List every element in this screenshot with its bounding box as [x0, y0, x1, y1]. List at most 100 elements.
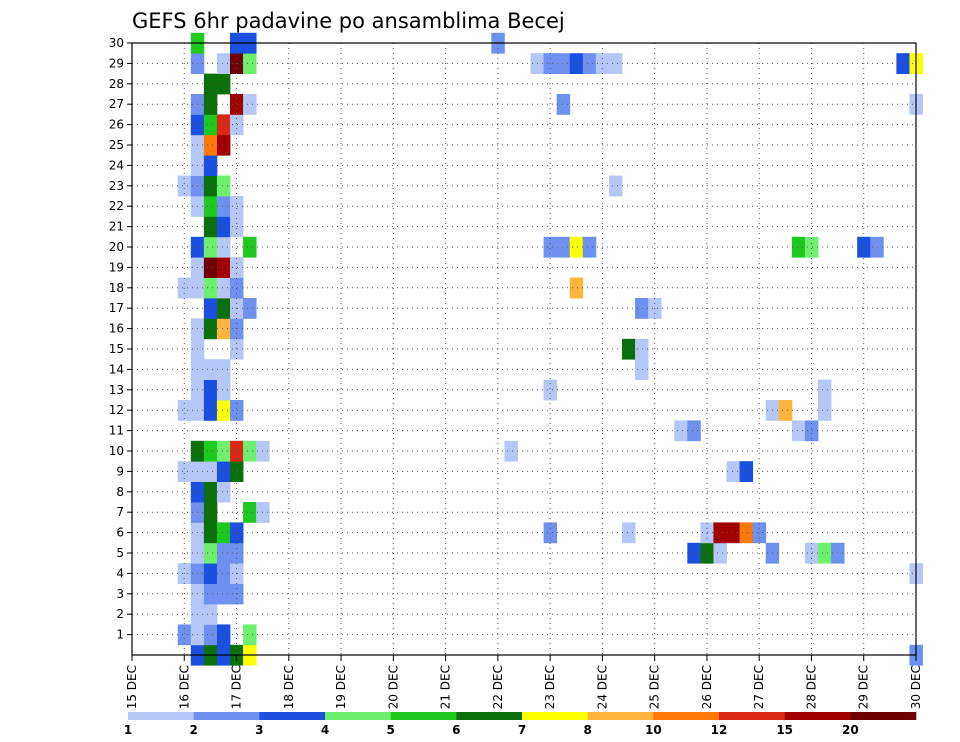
heatmap-cell	[203, 257, 218, 278]
y-tick-label: 14	[109, 362, 124, 376]
heatmap-cell	[687, 420, 701, 442]
heatmap-cell	[622, 338, 636, 360]
heatmap-cell	[203, 359, 218, 380]
heatmap-cell	[569, 277, 584, 299]
colorbar-swatch	[522, 712, 588, 720]
heatmap-cell	[608, 175, 623, 197]
x-tick-label: 17 DEC	[230, 665, 244, 709]
colorbar-label: 7	[518, 723, 526, 737]
heatmap-cell	[230, 400, 244, 421]
heatmap-cell	[635, 338, 649, 360]
heatmap-cell	[203, 196, 218, 217]
y-tick-label: 13	[109, 383, 124, 397]
x-tick-label: 29 DEC	[857, 665, 871, 709]
y-tick-label: 26	[109, 118, 124, 132]
heatmap-cell	[543, 236, 558, 258]
x-tick-label: 25 DEC	[648, 665, 662, 709]
colorbar-swatch	[719, 712, 785, 720]
heatmap-cell	[216, 542, 231, 564]
x-tick-label: 16 DEC	[177, 665, 191, 709]
heatmap-cell	[216, 359, 231, 380]
heatmap-cell	[622, 522, 636, 544]
colorbar-label: 4	[321, 723, 329, 737]
y-tick-label: 30	[109, 36, 124, 50]
heatmap-cell	[216, 379, 231, 401]
heatmap-cell	[216, 134, 231, 156]
colorbar-swatch	[587, 712, 654, 720]
y-tick-label: 27	[109, 97, 124, 111]
colorbar-swatch	[128, 712, 194, 720]
heatmap-cell	[216, 73, 231, 95]
heatmap-cell	[243, 236, 257, 258]
heatmap-cell	[230, 257, 244, 278]
y-tick-label: 11	[109, 424, 124, 438]
heatmap-cell	[230, 216, 244, 238]
y-tick-label: 22	[109, 199, 124, 213]
heatmap-cell	[543, 379, 558, 401]
heatmap-cell	[230, 440, 244, 462]
heatmap-cell	[177, 175, 192, 197]
heatmap-cell	[582, 53, 597, 74]
colorbar-swatch	[259, 712, 326, 720]
heatmap-cell	[635, 359, 649, 380]
x-tick-label: 19 DEC	[334, 665, 348, 709]
y-tick-label: 19	[109, 260, 124, 274]
colorbar-label: 3	[255, 723, 263, 737]
y-tick-label: 1	[116, 628, 124, 642]
heatmap-cell	[216, 236, 231, 258]
colorbar-swatch	[784, 712, 851, 720]
heatmap-cell	[203, 73, 218, 95]
heatmap-cell	[203, 298, 218, 319]
heatmap-cell	[177, 461, 192, 482]
heatmap-cell	[216, 583, 231, 605]
colorbar-swatch	[850, 712, 917, 720]
heatmap-cell	[177, 624, 192, 646]
heatmap-cell	[243, 94, 257, 115]
heatmap-cell	[203, 624, 218, 646]
heatmap-cell	[203, 277, 218, 299]
heatmap-cell	[243, 624, 257, 646]
heatmap-cell	[569, 53, 584, 74]
x-tick-label: 23 DEC	[543, 665, 557, 709]
colorbar-label: 6	[452, 723, 460, 737]
heatmap-cell	[216, 440, 231, 462]
heatmap-cell	[203, 563, 218, 584]
colorbar-label: 5	[386, 723, 394, 737]
colorbar-swatch	[193, 712, 260, 720]
heatmap-cell	[230, 94, 244, 115]
x-tick-label: 26 DEC	[700, 665, 714, 709]
heatmap-cell	[216, 175, 231, 197]
heatmap-cell	[582, 236, 597, 258]
y-tick-label: 24	[109, 158, 124, 172]
x-tick-label: 18 DEC	[282, 665, 296, 709]
heatmap-cell	[203, 583, 218, 605]
grid-layer	[132, 42, 916, 655]
heatmap-cell	[556, 53, 571, 74]
colorbar-label: 15	[776, 723, 793, 737]
heatmap-cell	[804, 420, 819, 442]
y-tick-label: 23	[109, 179, 124, 193]
x-tick-label: 27 DEC	[752, 665, 766, 709]
colorbar: 1 2 3 4 5 6 7 8 10 12 15 20	[124, 712, 917, 737]
heatmap-cell	[818, 400, 832, 421]
heatmap-cell	[203, 461, 218, 482]
y-tick-label: 12	[109, 403, 124, 417]
heatmap-cell	[569, 236, 584, 258]
cells-layer	[177, 32, 923, 666]
heatmap-cell	[556, 94, 571, 115]
heatmap-cell	[726, 461, 740, 482]
heatmap-cell	[739, 522, 754, 544]
heatmap-cell	[857, 236, 871, 258]
y-tick-label: 25	[109, 138, 124, 152]
heatmap-cell	[230, 338, 244, 360]
heatmap-cell	[216, 216, 231, 238]
colorbar-label: 20	[842, 723, 859, 737]
heatmap-cell	[203, 114, 218, 136]
y-tick-label: 8	[116, 485, 124, 499]
colorbar-swatch	[456, 712, 523, 720]
heatmap-cell	[791, 236, 806, 258]
heatmap-cell	[203, 379, 218, 401]
heatmap-cell	[216, 53, 231, 74]
y-tick-label: 16	[109, 322, 124, 336]
y-tick-label: 6	[116, 526, 124, 540]
